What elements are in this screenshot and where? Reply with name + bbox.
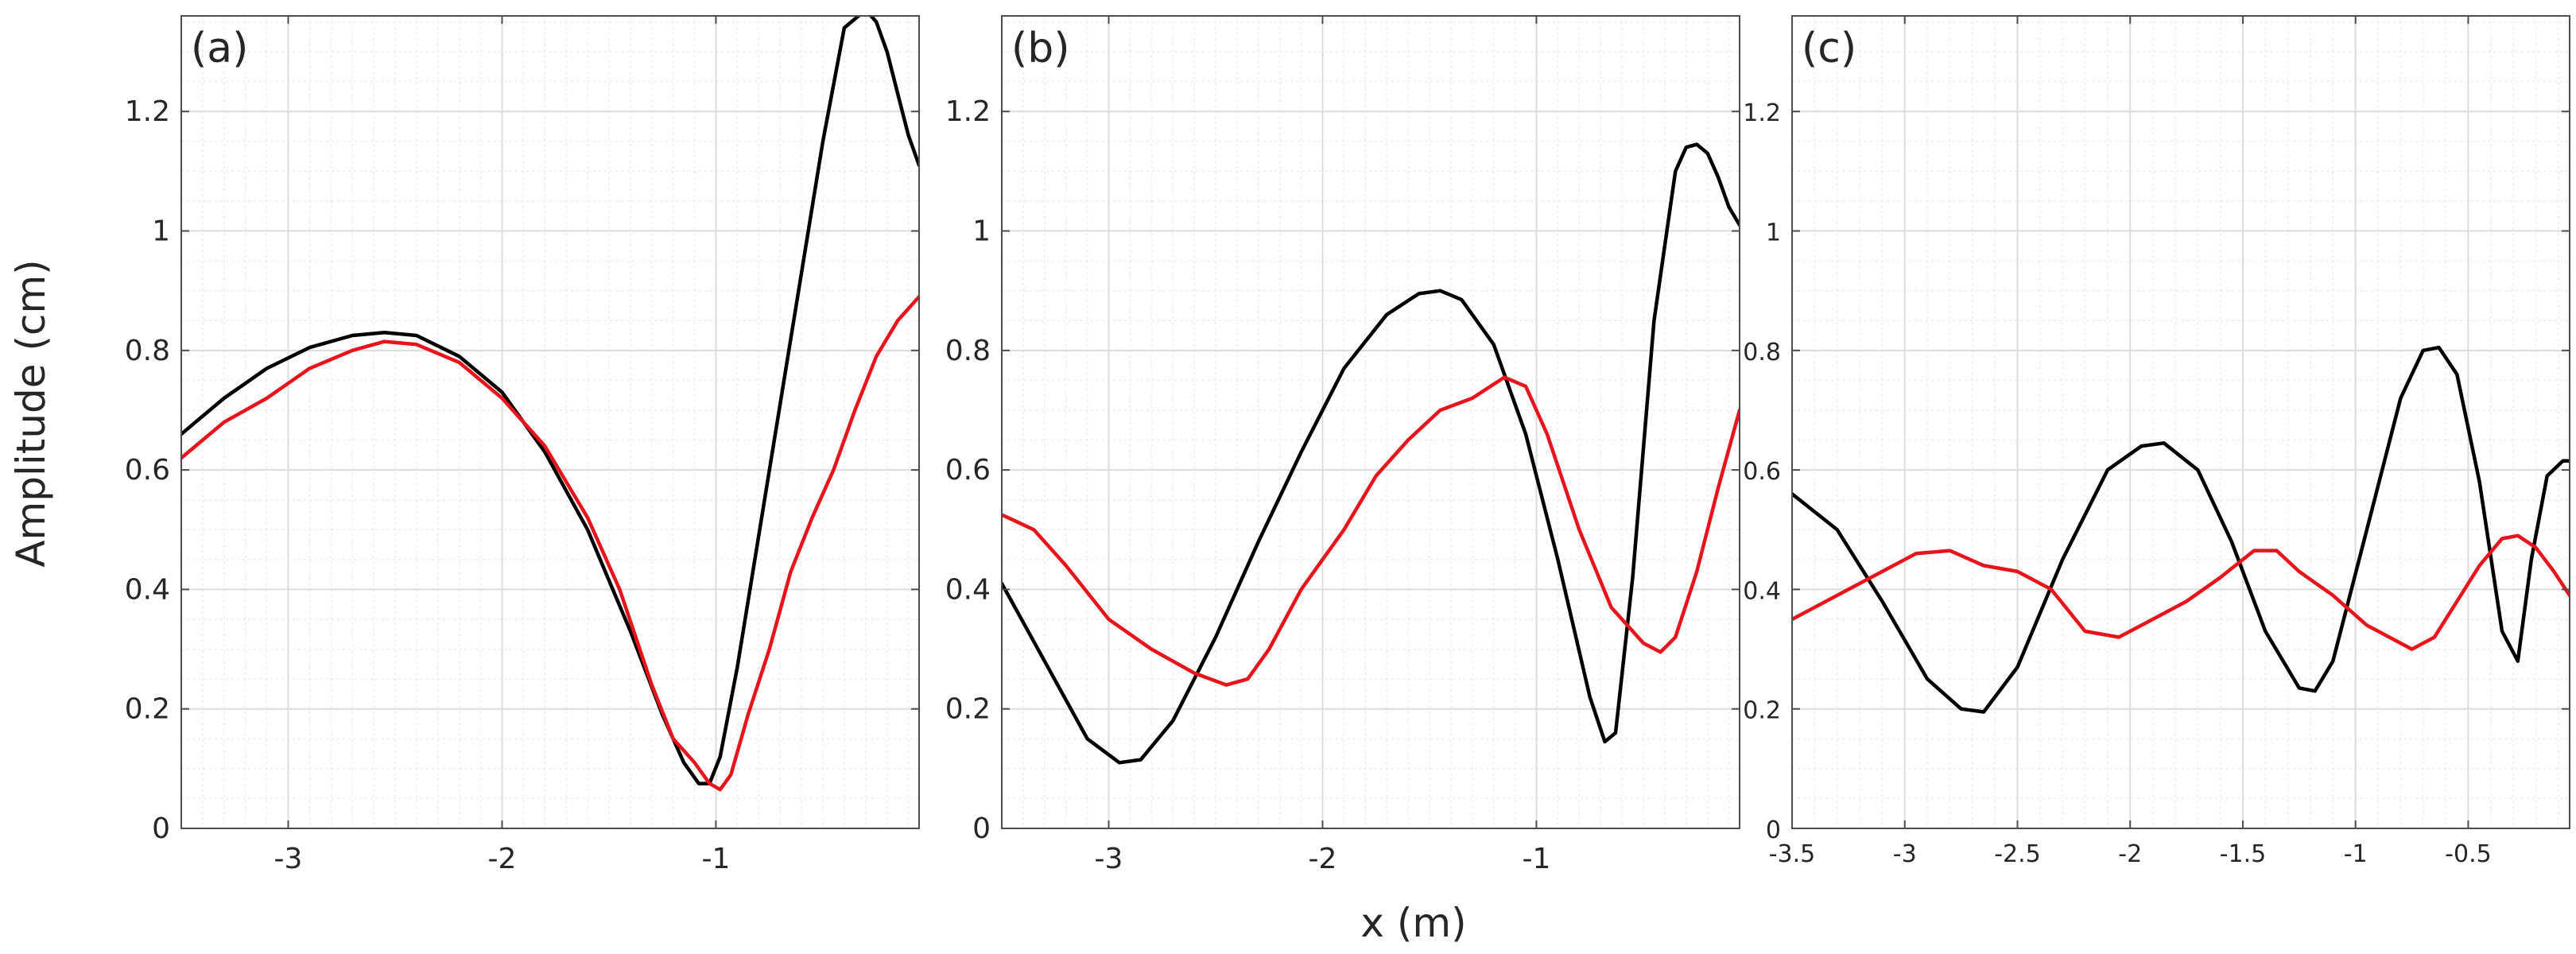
y-tick-label: 0.8 <box>125 335 170 367</box>
series-line-black <box>1792 345 2570 714</box>
x-tick-label: -3 <box>1893 840 1917 868</box>
series-line-red <box>181 294 919 792</box>
y-tick-label: 0.4 <box>125 573 170 606</box>
y-tick-label: 0.6 <box>125 454 170 487</box>
x-tick-label: -2 <box>1309 843 1337 875</box>
x-tick-label: -1 <box>2344 840 2368 868</box>
panel-2: -3 -2 -1 0 0.2 0.4 0.6 0.8 1 1.2 (b) <box>945 15 1740 875</box>
y-tick-label: 0.2 <box>1743 697 1781 725</box>
series-line-black <box>181 16 919 785</box>
y-tick-label: 0.8 <box>945 335 991 367</box>
x-tick-label: -1.5 <box>2220 840 2267 868</box>
panel-label: (b) <box>1011 25 1070 72</box>
x-tick-label: -1 <box>702 843 731 875</box>
y-tick-label: 0.2 <box>945 693 991 726</box>
y-tick-label: 0 <box>1766 816 1781 844</box>
y-tick-label: 0.4 <box>1743 577 1781 605</box>
panel-1: -3 -2 -1 0 0.2 0.4 0.6 0.8 1 1.2 (a) <box>125 15 920 875</box>
x-tick-label: -3.5 <box>1769 840 1816 868</box>
y-tick-label: 0.6 <box>945 454 991 487</box>
panel-3: -3.5 -3 -2.5 -2 -1.5 -1 -0.5 0 0.2 0.4 0.6 0.8 1 1.2 (… <box>1743 15 2570 868</box>
y-tick-label: 1 <box>152 215 170 248</box>
y-tick-label: 0.6 <box>1743 458 1781 486</box>
x-tick-label: -0.5 <box>2445 840 2492 868</box>
y-tick-label: 0.8 <box>1743 339 1781 366</box>
grid-lines <box>1001 16 1740 829</box>
y-tick-label: 1.2 <box>125 95 170 128</box>
y-tick-label: 0.4 <box>945 573 991 606</box>
panel-label: (a) <box>191 25 248 72</box>
y-tick-label: 0.2 <box>125 693 170 726</box>
y-tick-label: 0 <box>972 812 991 845</box>
x-tick-label: -3 <box>1095 843 1123 875</box>
y-tick-label: 1 <box>972 215 991 248</box>
grid-lines <box>180 16 919 829</box>
x-tick-label: -3 <box>274 843 303 875</box>
x-tick-label: -2 <box>2118 840 2142 868</box>
x-tick-label: -2 <box>488 843 517 875</box>
series-line-red <box>1792 533 2570 651</box>
axes-frame <box>180 15 920 829</box>
panel-label: (c) <box>1802 25 1856 72</box>
x-tick-label: -1 <box>1523 843 1551 875</box>
axes-frame <box>1791 15 2570 829</box>
axes-frame <box>1001 15 1740 829</box>
series-line-black <box>1002 142 1740 765</box>
x-tick-label: -2.5 <box>1994 840 2041 868</box>
y-tick-label: 1.2 <box>1743 99 1781 127</box>
series-line-red <box>1002 375 1740 687</box>
panels-group: -3 -2 -1 0 0.2 0.4 0.6 0.8 1 1.2 (a) -3 -2 -1 0 0.2 0.4 0… <box>125 15 2570 875</box>
y-tick-label: 1 <box>1766 219 1781 247</box>
y-tick-label: 1.2 <box>945 95 991 128</box>
y-tick-label: 0 <box>152 812 170 845</box>
y-axis-title: Amplitude (cm) <box>8 259 54 567</box>
x-axis-title: x (m) <box>1360 900 1466 946</box>
grid-lines <box>1791 16 2570 829</box>
